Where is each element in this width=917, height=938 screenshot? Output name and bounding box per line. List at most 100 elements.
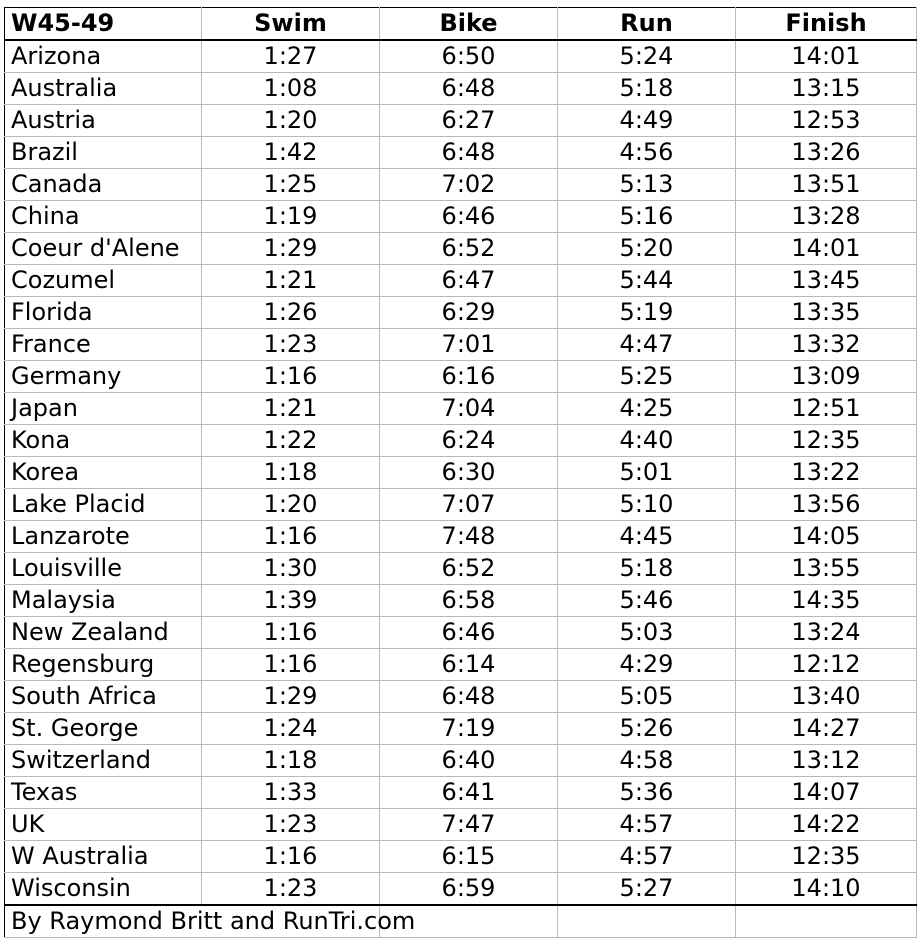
run-time-cell: 5:10 [557, 488, 736, 521]
table-row: Korea 1:18 6:30 5:01 13:22 [4, 456, 917, 489]
run-time-cell: 5:16 [557, 200, 736, 233]
table-row: Germany 1:16 6:16 5:25 13:09 [4, 360, 917, 393]
footer-empty-cell [735, 904, 917, 938]
run-time-cell: 4:47 [557, 328, 736, 361]
finish-time-cell: 13:45 [735, 264, 917, 297]
swim-time-cell: 1:25 [201, 168, 380, 201]
results-table: W45-49 Swim Bike Run Finish Arizona 1:27 6… [4, 7, 917, 938]
swim-time-cell: 1:16 [201, 616, 380, 649]
swim-time-cell: 1:39 [201, 584, 380, 617]
swim-time-cell: 1:21 [201, 264, 380, 297]
run-time-cell: 4:58 [557, 744, 736, 777]
finish-time-cell: 14:27 [735, 712, 917, 745]
run-time-cell: 5:18 [557, 552, 736, 585]
footer-empty-cell [379, 904, 558, 938]
swim-time-cell: 1:33 [201, 776, 380, 809]
finish-time-cell: 13:22 [735, 456, 917, 489]
finish-time-cell: 13:51 [735, 168, 917, 201]
table-row: China 1:19 6:46 5:16 13:28 [4, 200, 917, 233]
finish-time-cell: 13:55 [735, 552, 917, 585]
race-name-cell: Japan [4, 392, 202, 425]
race-name-cell: Florida [4, 296, 202, 329]
header-finish: Finish [735, 7, 917, 41]
bike-time-cell: 7:07 [379, 488, 558, 521]
run-time-cell: 5:05 [557, 680, 736, 713]
swim-time-cell: 1:27 [201, 39, 380, 73]
bike-time-cell: 6:48 [379, 72, 558, 105]
finish-time-cell: 12:12 [735, 648, 917, 681]
bike-time-cell: 6:14 [379, 648, 558, 681]
race-name-cell: Canada [4, 168, 202, 201]
run-time-cell: 5:25 [557, 360, 736, 393]
race-name-cell: Arizona [4, 39, 202, 73]
bike-time-cell: 6:24 [379, 424, 558, 457]
swim-time-cell: 1:18 [201, 744, 380, 777]
bike-time-cell: 6:29 [379, 296, 558, 329]
run-time-cell: 5:26 [557, 712, 736, 745]
swim-time-cell: 1:08 [201, 72, 380, 105]
finish-time-cell: 13:56 [735, 488, 917, 521]
run-time-cell: 5:44 [557, 264, 736, 297]
bike-time-cell: 6:52 [379, 232, 558, 265]
race-name-cell: France [4, 328, 202, 361]
finish-time-cell: 12:51 [735, 392, 917, 425]
run-time-cell: 5:20 [557, 232, 736, 265]
run-time-cell: 4:56 [557, 136, 736, 169]
run-time-cell: 4:57 [557, 840, 736, 873]
finish-time-cell: 13:12 [735, 744, 917, 777]
header-bike: Bike [379, 7, 558, 41]
table-row: Texas 1:33 6:41 5:36 14:07 [4, 776, 917, 809]
race-name-cell: Regensburg [4, 648, 202, 681]
bike-time-cell: 6:46 [379, 200, 558, 233]
run-time-cell: 5:36 [557, 776, 736, 809]
race-name-cell: W Australia [4, 840, 202, 873]
table-row: Brazil 1:42 6:48 4:56 13:26 [4, 136, 917, 169]
run-time-cell: 5:46 [557, 584, 736, 617]
finish-time-cell: 12:35 [735, 840, 917, 873]
finish-time-cell: 13:40 [735, 680, 917, 713]
bike-time-cell: 6:16 [379, 360, 558, 393]
swim-time-cell: 1:20 [201, 488, 380, 521]
finish-time-cell: 14:10 [735, 872, 917, 906]
swim-time-cell: 1:16 [201, 648, 380, 681]
table-row: Wisconsin 1:23 6:59 5:27 14:10 [4, 872, 917, 906]
swim-time-cell: 1:23 [201, 808, 380, 841]
race-name-cell: Lake Placid [4, 488, 202, 521]
finish-time-cell: 14:35 [735, 584, 917, 617]
table-row: Switzerland 1:18 6:40 4:58 13:12 [4, 744, 917, 777]
race-name-cell: St. George [4, 712, 202, 745]
finish-time-cell: 14:22 [735, 808, 917, 841]
race-name-cell: Brazil [4, 136, 202, 169]
run-time-cell: 4:49 [557, 104, 736, 137]
table-body: Arizona 1:27 6:50 5:24 14:01 Australia 1:08 6:4… [4, 39, 917, 906]
race-name-cell: Korea [4, 456, 202, 489]
bike-time-cell: 6:59 [379, 872, 558, 906]
table-row: W Australia 1:16 6:15 4:57 12:35 [4, 840, 917, 873]
finish-time-cell: 12:53 [735, 104, 917, 137]
table-row: France 1:23 7:01 4:47 13:32 [4, 328, 917, 361]
race-name-cell: Louisville [4, 552, 202, 585]
bike-time-cell: 6:41 [379, 776, 558, 809]
finish-time-cell: 14:01 [735, 39, 917, 73]
finish-time-cell: 13:24 [735, 616, 917, 649]
swim-time-cell: 1:18 [201, 456, 380, 489]
finish-time-cell: 14:01 [735, 232, 917, 265]
bike-time-cell: 6:47 [379, 264, 558, 297]
run-time-cell: 4:29 [557, 648, 736, 681]
bike-time-cell: 7:48 [379, 520, 558, 553]
table-row: Lake Placid 1:20 7:07 5:10 13:56 [4, 488, 917, 521]
bike-time-cell: 6:30 [379, 456, 558, 489]
swim-time-cell: 1:24 [201, 712, 380, 745]
swim-time-cell: 1:22 [201, 424, 380, 457]
swim-time-cell: 1:16 [201, 520, 380, 553]
footer-empty-cell [557, 904, 736, 938]
header-division: W45-49 [4, 7, 202, 41]
race-name-cell: China [4, 200, 202, 233]
table-row: New Zealand 1:16 6:46 5:03 13:24 [4, 616, 917, 649]
race-name-cell: Germany [4, 360, 202, 393]
run-time-cell: 5:27 [557, 872, 736, 906]
table-row: St. George 1:24 7:19 5:26 14:27 [4, 712, 917, 745]
table-row: Canada 1:25 7:02 5:13 13:51 [4, 168, 917, 201]
run-time-cell: 4:40 [557, 424, 736, 457]
table-row: Coeur d'Alene 1:29 6:52 5:20 14:01 [4, 232, 917, 265]
